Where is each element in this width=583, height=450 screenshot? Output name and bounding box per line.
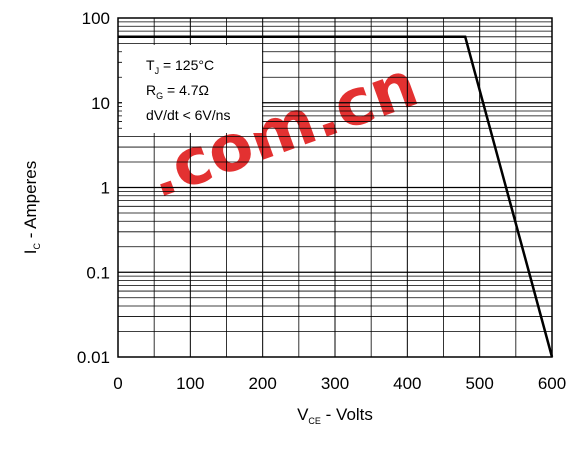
x-axis-ticks: 0 100 200 300 400 500 600 (113, 374, 566, 393)
y-tick-label: 0.01 (77, 348, 110, 367)
annotation-main: T (146, 57, 155, 73)
annotation-line: TJ = 125°C (146, 57, 214, 76)
x-tick-label: 100 (176, 374, 204, 393)
annotation-rest: = 4.7Ω (163, 82, 209, 98)
series-layer (118, 35, 554, 358)
x-axis-title: VCE - Volts (297, 405, 373, 426)
annotation-sub: J (155, 66, 160, 76)
y-axis-title: IC - Amperes (21, 161, 42, 254)
y-tick-label: 1 (101, 179, 110, 198)
x-tick-label: 200 (248, 374, 276, 393)
plot-frame (117, 17, 553, 358)
x-tick-label: 300 (321, 374, 349, 393)
annotation-line: RG = 4.7Ω (146, 82, 209, 101)
annotation-main: dV/dt < 6V/ns (146, 107, 230, 123)
annotation-main: R (146, 82, 156, 98)
annotation-rest: = 125°C (159, 57, 214, 73)
x-tick-label: 600 (538, 374, 566, 393)
annotation-line: dV/dt < 6V/ns (146, 107, 230, 123)
y-tick-label: 10 (91, 94, 110, 113)
x-axis-title-main: V (297, 405, 309, 424)
x-tick-label: 500 (465, 374, 493, 393)
x-tick-label: 0 (113, 374, 122, 393)
y-axis-ticks: 0.01 0.1 1 10 100 (77, 9, 110, 367)
x-axis-title-sub: CE (308, 416, 321, 426)
x-axis-title-rest: - Volts (321, 405, 373, 424)
y-axis-title-sub: C (32, 242, 42, 249)
annotation-background (122, 45, 262, 133)
annotation-sub: G (156, 91, 163, 101)
y-tick-label: 100 (82, 9, 110, 28)
x-tick-label: 400 (393, 374, 421, 393)
y-axis-title-main: I (21, 249, 40, 254)
series-line (118, 35, 554, 358)
y-tick-label: 0.1 (86, 263, 110, 282)
y-axis-title-rest: - Amperes (21, 161, 40, 243)
